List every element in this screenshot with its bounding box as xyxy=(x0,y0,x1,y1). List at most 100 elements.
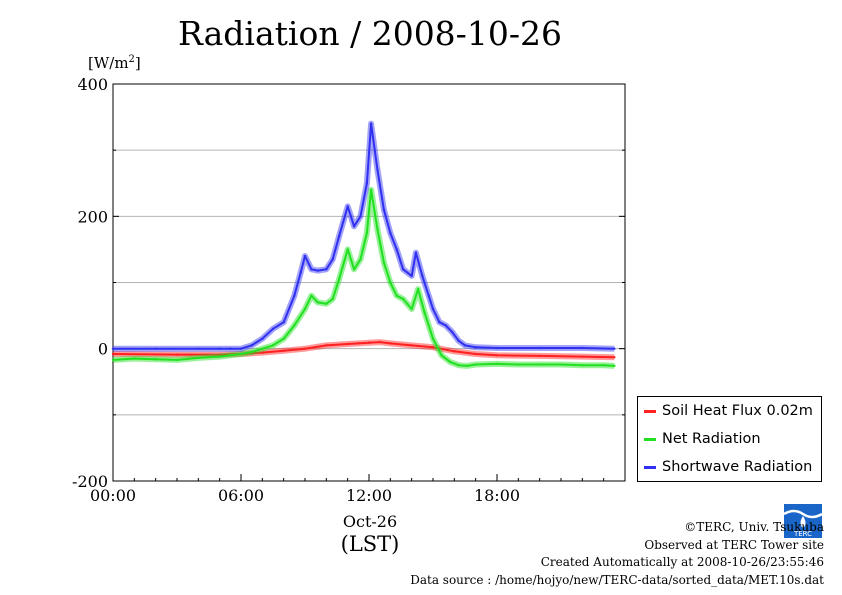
data-point-shortwave-radiation xyxy=(154,347,157,350)
created-text: Created Automatically at 2008-10-26/23:5… xyxy=(540,555,824,569)
y-tick-label: 0 xyxy=(98,340,108,359)
data-point-net-radiation xyxy=(133,357,136,360)
legend-swatch xyxy=(644,409,656,413)
data-point-net-radiation xyxy=(376,228,379,231)
legend-swatch xyxy=(644,465,656,469)
credits-block: ©TERC, Univ. Tsukuba Observed at TERC To… xyxy=(410,519,824,589)
data-point-net-radiation xyxy=(613,364,616,368)
data-point-shortwave-radiation xyxy=(495,346,499,350)
data-point-soil-heat-flux-0-02m xyxy=(453,350,456,353)
data-point-net-radiation xyxy=(559,363,563,366)
data-point-net-radiation xyxy=(382,261,386,264)
data-point-net-radiation xyxy=(389,281,392,284)
legend-label: Shortwave Radiation xyxy=(662,459,813,475)
data-point-shortwave-radiation xyxy=(421,274,424,278)
data-point-shortwave-radiation xyxy=(218,347,221,350)
data-point-soil-heat-flux-0-02m xyxy=(357,342,360,345)
data-point-soil-heat-flux-0-02m xyxy=(111,352,115,356)
y-tick-label: 400 xyxy=(77,75,108,94)
data-point-net-radiation xyxy=(448,360,452,364)
data-point-net-radiation xyxy=(395,294,398,297)
data-point-net-radiation xyxy=(465,364,469,368)
data-point-net-radiation xyxy=(359,258,362,261)
x-axis-label: (LST) xyxy=(340,532,400,556)
data-point-shortwave-radiation xyxy=(261,337,264,340)
data-point-soil-heat-flux-0-02m xyxy=(410,344,413,347)
data-point-shortwave-radiation xyxy=(369,122,373,125)
data-point-net-radiation xyxy=(293,324,296,327)
unit-superscript: 2 xyxy=(128,54,135,65)
data-point-shortwave-radiation xyxy=(431,307,435,311)
data-point-net-radiation xyxy=(316,301,319,304)
data-point-shortwave-radiation xyxy=(414,251,418,254)
y-tick-label: -200 xyxy=(72,472,108,491)
data-point-shortwave-radiation xyxy=(282,321,285,324)
x-tick-label: 18:00 xyxy=(474,486,520,505)
data-point-soil-heat-flux-0-02m xyxy=(325,344,328,347)
data-point-net-radiation xyxy=(218,355,221,358)
data-point-soil-heat-flux-0-02m xyxy=(495,354,499,357)
legend-item: Soil Heat Flux 0.02m xyxy=(644,399,813,423)
data-point-soil-heat-flux-0-02m xyxy=(346,342,349,346)
data-point-shortwave-radiation xyxy=(111,347,115,350)
data-point-shortwave-radiation xyxy=(325,268,328,271)
data-point-shortwave-radiation xyxy=(613,347,616,350)
data-point-net-radiation xyxy=(239,352,243,356)
data-point-soil-heat-flux-0-02m xyxy=(282,349,285,352)
data-point-net-radiation xyxy=(423,311,426,314)
data-point-shortwave-radiation xyxy=(457,339,460,342)
data-point-shortwave-radiation xyxy=(359,215,362,218)
data-point-shortwave-radiation xyxy=(474,346,477,349)
data-point-net-radiation xyxy=(346,248,349,251)
data-point-net-radiation xyxy=(229,354,232,357)
data-point-shortwave-radiation xyxy=(250,344,253,347)
data-point-shortwave-radiation xyxy=(410,274,413,278)
data-point-shortwave-radiation xyxy=(427,294,430,297)
data-point-net-radiation xyxy=(111,358,115,362)
data-point-shortwave-radiation xyxy=(239,347,243,350)
data-point-shortwave-radiation xyxy=(438,321,441,324)
data-point-shortwave-radiation xyxy=(376,168,379,172)
data-point-net-radiation xyxy=(495,362,499,366)
data-point-soil-heat-flux-0-02m xyxy=(367,341,371,344)
data-point-net-radiation xyxy=(602,364,605,367)
data-point-net-radiation xyxy=(271,344,275,347)
data-point-shortwave-radiation xyxy=(337,234,341,238)
data-point-shortwave-radiation xyxy=(310,268,313,271)
x-tick-label: 06:00 xyxy=(218,486,264,505)
data-point-net-radiation xyxy=(325,302,328,305)
data-point-soil-heat-flux-0-02m xyxy=(474,352,477,356)
y-axis-unit-text: [W/m2] xyxy=(88,54,141,72)
logo-text: TERC xyxy=(793,530,812,538)
data-point-soil-heat-flux-0-02m xyxy=(218,353,221,356)
data-point-net-radiation xyxy=(416,287,420,291)
data-source-text: Data source : /home/hojyo/new/TERC-data/… xyxy=(410,572,824,587)
data-point-shortwave-radiation xyxy=(389,231,392,235)
data-point-shortwave-radiation xyxy=(581,346,584,350)
chart-legend: Soil Heat Flux 0.02m Net Radiation Shortwa… xyxy=(637,396,822,482)
data-point-net-radiation xyxy=(352,268,356,271)
data-point-soil-heat-flux-0-02m xyxy=(261,351,264,354)
data-point-soil-heat-flux-0-02m xyxy=(538,354,541,358)
data-point-soil-heat-flux-0-02m xyxy=(175,353,179,356)
data-point-net-radiation xyxy=(261,347,264,350)
legend-label: Soil Heat Flux 0.02m xyxy=(662,403,813,419)
data-point-soil-heat-flux-0-02m xyxy=(581,355,584,358)
data-point-net-radiation xyxy=(410,307,413,311)
y-tick-label: 200 xyxy=(77,207,108,226)
x-tick-label: 12:00 xyxy=(346,486,392,505)
legend-item: Net Radiation xyxy=(644,427,761,451)
legend-swatch xyxy=(644,437,656,441)
data-point-net-radiation xyxy=(303,307,307,311)
data-point-net-radiation xyxy=(365,231,369,235)
data-point-net-radiation xyxy=(474,363,477,366)
data-point-soil-heat-flux-0-02m xyxy=(389,342,392,345)
data-point-shortwave-radiation xyxy=(229,347,232,350)
data-point-soil-heat-flux-0-02m xyxy=(378,340,381,344)
observed-text: Observed at TERC Tower site xyxy=(644,537,824,552)
data-point-net-radiation xyxy=(517,363,520,366)
data-point-net-radiation xyxy=(331,297,334,301)
data-point-shortwave-radiation xyxy=(395,248,398,251)
data-point-net-radiation xyxy=(431,337,435,340)
